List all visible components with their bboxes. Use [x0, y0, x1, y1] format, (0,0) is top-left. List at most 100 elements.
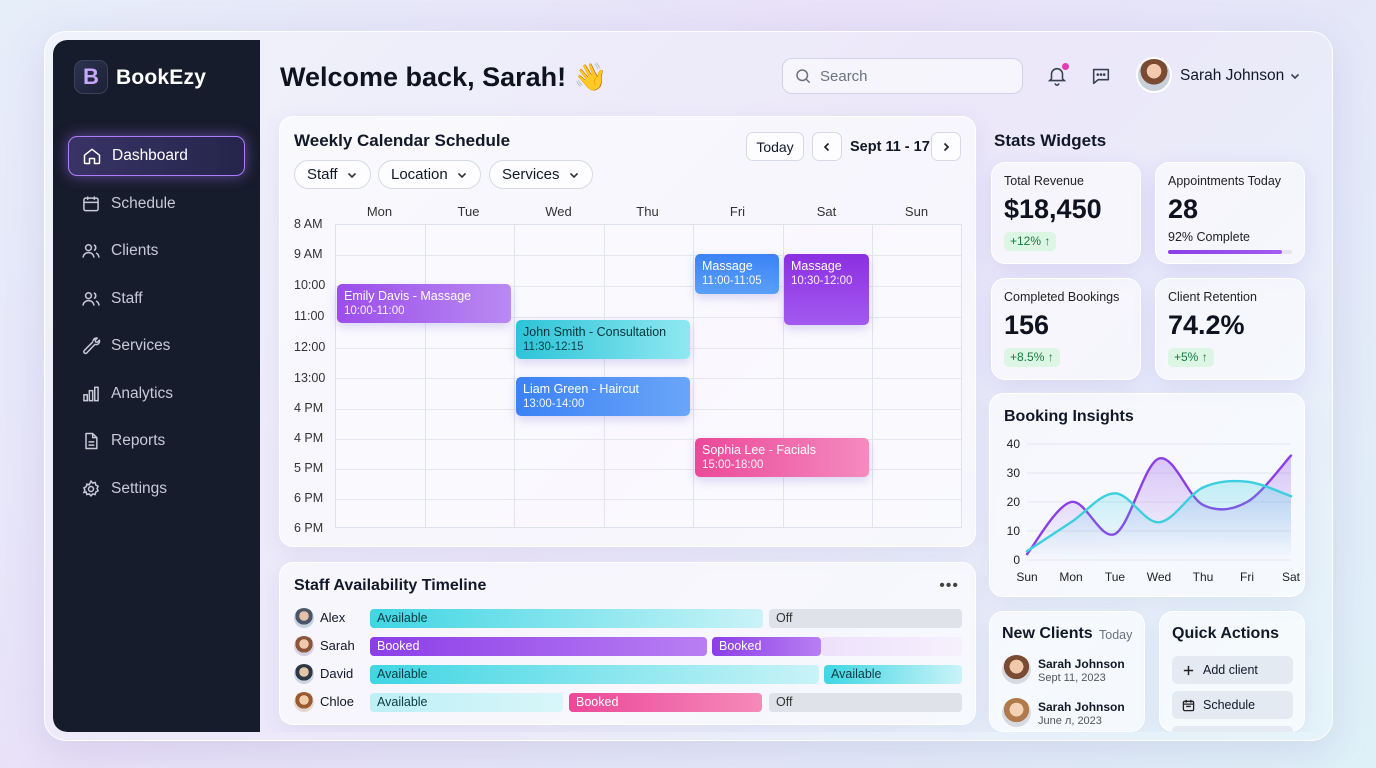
availability-segment[interactable]: Available	[824, 665, 962, 684]
availability-title: Staff Availability Timeline	[294, 577, 487, 594]
stat-appointments-today[interactable]: Appointments Today 28 92% Complete	[1155, 162, 1305, 264]
grid-line	[336, 439, 961, 440]
new-clients-card: New Clients Today Sarah Johnson Sept 11,…	[989, 611, 1145, 732]
availability-segment[interactable]: Available	[370, 693, 563, 712]
y-tick-label: 20	[1007, 495, 1021, 509]
bell-icon[interactable]	[1046, 65, 1068, 87]
sidebar-item-clients[interactable]: Clients	[68, 231, 245, 271]
stat-total-revenue[interactable]: Total Revenue $18,450 +12% ↑	[991, 162, 1141, 264]
new-clients-filter[interactable]: Today	[1099, 628, 1133, 642]
stat-value: 28	[1168, 194, 1199, 224]
stat-label: Total Revenue	[1004, 174, 1084, 188]
availability-segment[interactable]: Booked	[370, 637, 707, 656]
hour-label: 12:00	[294, 340, 326, 354]
availability-segment[interactable]: Available	[370, 609, 763, 628]
booking-insights-card: Booking Insights 40 30 20 10 0 Sun Mon Tue Wed Th…	[989, 393, 1305, 597]
availability-segment[interactable]: Off	[769, 693, 962, 712]
search-icon	[796, 69, 811, 84]
event-time: 11:30-12:15	[523, 341, 584, 353]
filter-services[interactable]: Services	[489, 160, 593, 189]
progress-fill	[1168, 250, 1283, 254]
sidebar-item-settings[interactable]: Settings	[68, 469, 245, 509]
sidebar-item-services[interactable]: Services	[68, 326, 245, 366]
booking-insights-chart[interactable]: 40 30 20 10 0 Sun Mon Tue Wed Thu Fri Sat	[990, 394, 1306, 598]
sidebar-item-label: Schedule	[111, 194, 176, 212]
x-tick-label: Thu	[1193, 570, 1214, 584]
sidebar-item-reports[interactable]: Reports	[68, 421, 245, 461]
stat-label: Appointments Today	[1168, 174, 1282, 188]
day-header: Mon	[366, 204, 393, 219]
event-title: Liam Green - Haircut	[523, 382, 640, 396]
hour-label: 9 AM	[294, 247, 323, 261]
avatar	[294, 664, 314, 684]
chevron-left-icon	[823, 142, 830, 151]
chevron-down-icon	[347, 172, 356, 178]
search-input[interactable]: Search	[782, 58, 1023, 94]
prev-week-button[interactable]	[812, 132, 842, 161]
quick-action-label: Schedule	[1203, 698, 1256, 712]
hour-label: 8 AM	[294, 217, 323, 231]
sidebar-item-analytics[interactable]: Analytics	[68, 374, 245, 414]
add-client-button[interactable]: Add client	[1172, 656, 1293, 684]
client-name: Sarah Johnson	[1038, 700, 1125, 714]
calendar-event[interactable]: Massage 10:30-12:00	[784, 254, 869, 325]
calendar-event[interactable]: Massage 11:00-11:05	[695, 254, 779, 294]
event-time: 10:00-11:00	[344, 305, 405, 317]
availability-segment[interactable]: Booked	[569, 693, 762, 712]
stat-label: Client Retention	[1168, 290, 1257, 304]
hour-label: 4 PM	[294, 431, 324, 445]
user-name[interactable]: Sarah Johnson	[1180, 67, 1285, 84]
calendar-event[interactable]: Liam Green - Haircut 13:00-14:00	[516, 377, 690, 416]
gear-icon	[82, 479, 100, 497]
grid-line	[514, 225, 515, 527]
day-header: Thu	[636, 204, 659, 219]
event-time: 13:00-14:00	[523, 398, 585, 410]
sidebar-item-dashboard[interactable]: Dashboard	[68, 136, 245, 176]
sidebar: B BookEzy Dashboard Schedule Clients Sta…	[53, 40, 260, 732]
y-tick-label: 0	[1013, 553, 1020, 567]
calendar-event[interactable]: John Smith - Consultation 11:30-12:15	[516, 320, 690, 359]
today-button[interactable]: Today	[746, 132, 804, 161]
chevron-down-icon[interactable]	[1289, 70, 1301, 82]
stat-client-retention[interactable]: Client Retention 74.2% +5% ↑	[1155, 278, 1305, 380]
series-line[interactable]	[1025, 479, 1293, 553]
grid-line	[336, 469, 961, 470]
calendar-icon	[1182, 699, 1195, 711]
stat-value: 156	[1004, 310, 1050, 340]
calendar-event[interactable]: Emily Davis - Massage 10:00-11:00	[337, 284, 511, 323]
y-tick-label: 30	[1007, 466, 1021, 480]
staff-row: Alex Available Off	[294, 607, 964, 629]
hour-label: 6 PM	[294, 521, 324, 535]
page-title: Welcome back, Sarah! 👋	[280, 62, 608, 92]
plus-icon	[1183, 665, 1194, 675]
schedule-button[interactable]: Schedule	[1172, 691, 1293, 719]
sidebar-item-staff[interactable]: Staff	[68, 279, 245, 319]
availability-segment[interactable]: Booked	[712, 637, 821, 656]
more-dots-icon[interactable]: •••	[939, 577, 959, 594]
home-icon	[83, 148, 101, 165]
avatar	[1002, 698, 1031, 727]
progress-bar	[1168, 250, 1292, 254]
stats-title: Stats Widgets	[994, 131, 1107, 150]
avatar	[294, 608, 314, 628]
stat-completed-bookings[interactable]: Completed Bookings 156 +8.5% ↑	[991, 278, 1141, 380]
hour-label: 4 PM	[294, 401, 324, 415]
sidebar-item-schedule[interactable]: Schedule	[68, 184, 245, 224]
availability-segment[interactable]: Off	[769, 609, 962, 628]
next-week-button[interactable]	[931, 132, 961, 161]
availability-segment[interactable]: Available	[370, 665, 819, 684]
filter-location[interactable]: Location	[378, 160, 481, 189]
user-avatar[interactable]	[1136, 57, 1172, 93]
hour-label: 11:00	[294, 309, 325, 323]
quick-action-more[interactable]	[1172, 726, 1293, 732]
x-tick-label: Mon	[1059, 570, 1082, 584]
event-time: 11:00-11:05	[702, 275, 762, 287]
event-time: 10:30-12:00	[791, 275, 853, 287]
filter-label: Staff	[307, 166, 338, 183]
chat-icon[interactable]	[1090, 65, 1112, 87]
calendar-event[interactable]: Sophia Lee - Facials 15:00-18:00	[695, 438, 869, 477]
staff-name: Sarah	[320, 638, 355, 653]
filter-staff[interactable]: Staff	[294, 160, 371, 189]
sidebar-item-label: Services	[111, 337, 171, 354]
bar-chart-icon	[83, 386, 99, 401]
